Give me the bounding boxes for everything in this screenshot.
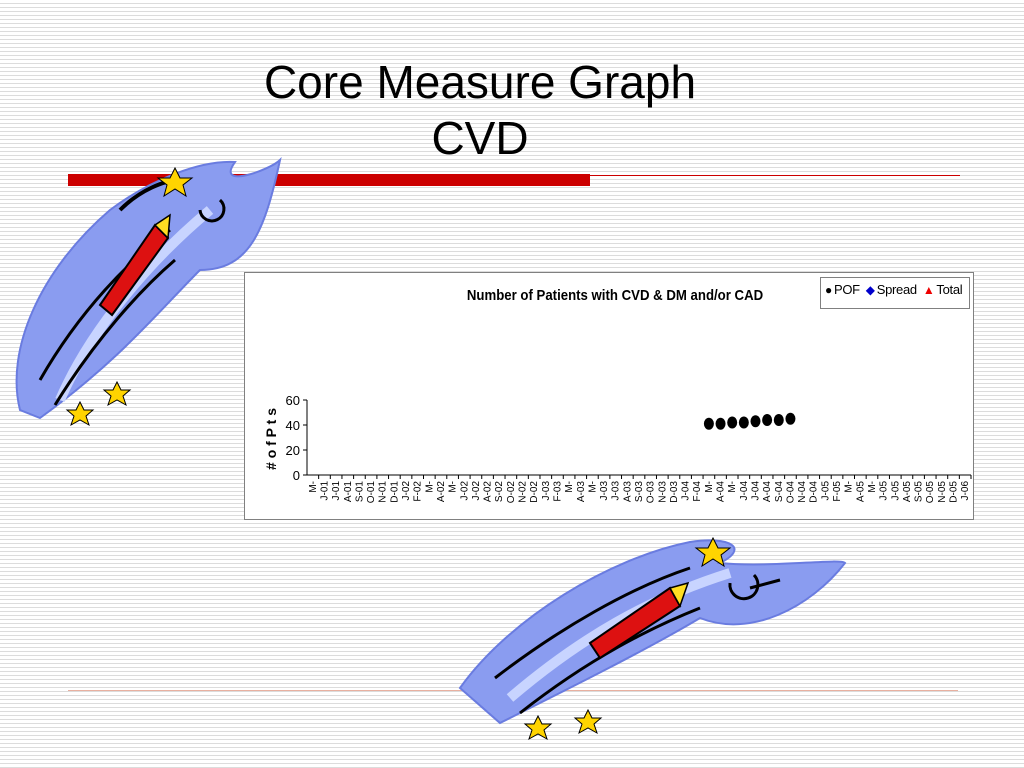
pof-data-point: [750, 415, 761, 428]
y-tick-label: 40: [286, 418, 300, 433]
x-tick-label: D-05: [949, 481, 960, 503]
x-tick-label: O-05: [925, 481, 936, 504]
x-tick-label: J-06: [960, 481, 971, 501]
x-tick-label: F-04: [692, 481, 703, 502]
x-tick-label: S-02: [494, 481, 505, 503]
y-tick-label: 20: [286, 443, 300, 458]
x-tick-label: J-02: [471, 481, 482, 501]
slide-title: Core Measure Graph CVD: [180, 54, 780, 166]
x-tick-label: J-01: [319, 481, 330, 501]
x-tick-label: D-01: [389, 481, 400, 503]
y-tick-label: 0: [293, 468, 300, 483]
x-tick-label: N-01: [378, 481, 389, 503]
x-tick-label: S-01: [354, 481, 365, 503]
firework-rocket-icon: [458, 536, 847, 741]
legend-label-spread: Spread: [876, 282, 917, 297]
x-tick-label: A-05: [855, 481, 866, 503]
x-tick-label: F-03: [552, 481, 563, 502]
x-tick-label: D-02: [529, 481, 540, 503]
x-tick-label: J-04: [750, 481, 761, 501]
x-tick-label: M-: [844, 481, 855, 493]
title-underline-thin: [590, 175, 960, 176]
x-tick-label: M-: [704, 481, 715, 493]
legend-marker-total: ▲: [922, 283, 935, 297]
slide-title-line2: CVD: [431, 112, 529, 164]
x-tick-label: O-01: [366, 481, 377, 504]
legend-label-total: Total: [936, 282, 963, 297]
x-tick-label: D-03: [669, 481, 680, 503]
x-tick-label: F-02: [413, 481, 424, 502]
x-tick-label: A-03: [622, 481, 633, 503]
x-tick-label: J-04: [681, 481, 692, 501]
x-tick-label: J-03: [599, 481, 610, 501]
x-tick-label: A-04: [762, 481, 773, 503]
x-tick-label: A-03: [576, 481, 587, 503]
x-tick-label: N-05: [937, 481, 948, 503]
x-tick-label: M-: [867, 481, 878, 493]
x-tick-label: M-: [564, 481, 575, 493]
x-tick-label: M-: [448, 481, 459, 493]
x-tick-label: J-05: [890, 481, 901, 501]
x-tick-label: O-02: [506, 481, 517, 504]
chart-title: Number of Patients with CVD & DM and/or …: [466, 287, 764, 304]
x-tick-label: S-04: [774, 481, 785, 503]
x-tick-label: J-05: [879, 481, 890, 501]
x-tick-label: S-03: [634, 481, 645, 503]
x-tick-label: J-01: [331, 481, 342, 501]
x-tick-label: J-02: [459, 481, 470, 501]
y-axis-label: # o f P t s: [263, 408, 279, 470]
pof-data-point: [703, 417, 714, 430]
x-tick-label: N-03: [657, 481, 668, 503]
x-tick-label: M-: [424, 481, 435, 493]
pof-data-point: [785, 412, 796, 425]
x-tick-label: D-04: [809, 481, 820, 503]
x-tick-label: J-02: [401, 481, 412, 501]
x-tick-label: N-04: [797, 481, 808, 503]
pof-data-point: [762, 414, 773, 426]
firework-rocket-icon: [15, 156, 282, 427]
x-tick-label: A-01: [343, 481, 354, 503]
x-tick-label: A-04: [716, 481, 727, 503]
pof-data-point: [773, 414, 784, 426]
pof-data-point: [738, 416, 749, 429]
legend-marker-pof: ●: [825, 283, 832, 297]
x-tick-label: J-03: [541, 481, 552, 501]
pof-data-point: [727, 416, 738, 429]
x-tick-label: O-04: [785, 481, 796, 504]
x-tick-label: F-05: [832, 481, 843, 502]
x-tick-label: A-02: [436, 481, 447, 503]
x-tick-label: J-05: [820, 481, 831, 501]
pof-data-point: [715, 417, 726, 430]
slide-title-line1: Core Measure Graph: [263, 56, 697, 108]
x-tick-label: N-02: [518, 481, 529, 503]
x-tick-label: M-: [727, 481, 738, 493]
x-tick-label: J-04: [739, 481, 750, 501]
legend-marker-spread: ◆: [865, 283, 875, 297]
legend-label-pof: POF: [833, 282, 860, 297]
chart-legend: ● POF ◆ Spread ▲ Total: [820, 277, 970, 309]
x-tick-label: A-02: [483, 481, 494, 503]
chart-area: Number of Patients with CVD & DM and/or …: [244, 272, 974, 520]
x-tick-label: M-: [308, 481, 319, 493]
x-tick-label: O-03: [646, 481, 657, 504]
x-tick-label: A-05: [902, 481, 913, 503]
x-tick-label: J-03: [611, 481, 622, 501]
x-tick-label: M-: [587, 481, 598, 493]
x-tick-label: S-05: [914, 481, 925, 503]
y-tick-label: 60: [286, 393, 300, 408]
